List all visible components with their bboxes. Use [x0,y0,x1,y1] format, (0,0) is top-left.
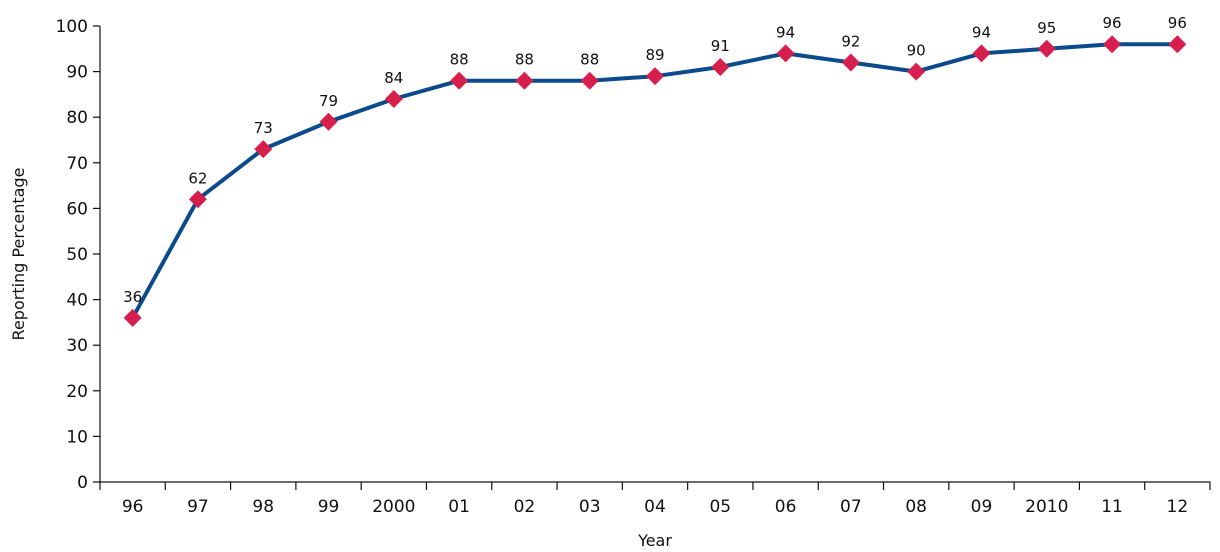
data-point-marker [646,67,664,86]
x-tick-label: 2010 [1025,497,1068,517]
x-tick-label: 97 [187,497,209,517]
x-tick-label: 01 [448,497,470,517]
y-tick-label: 60 [66,199,88,219]
y-tick-label: 90 [66,63,88,83]
data-label: 92 [841,32,860,50]
data-point-marker [776,44,795,63]
data-point-marker [319,112,338,131]
x-tick-label: 09 [971,497,993,517]
y-tick-label: 80 [66,108,88,128]
y-tick-label: 40 [66,291,88,311]
data-point-marker [384,89,403,108]
x-tick-label: 07 [840,497,862,517]
data-label: 94 [972,23,991,41]
x-tick-label: 05 [709,497,731,517]
data-label: 79 [319,92,338,110]
x-tick-label: 08 [905,497,927,517]
data-point-marker [123,308,142,327]
data-label: 88 [450,51,469,69]
data-point-marker [841,53,860,72]
series-line [130,42,1180,320]
data-label: 36 [123,288,142,306]
data-label: 94 [776,23,795,41]
x-axis: 96 97 98 99 2000 01 02 03 04 05 06 07 08 09 2010 11 12 [99,481,1211,517]
data-labels: 36 62 73 79 84 88 88 88 89 91 94 92 90 94 95 96 96 [123,14,1187,306]
data-point-marker [188,190,207,209]
y-tick-label: 70 [66,154,88,174]
series [123,35,1187,327]
x-tick-label: 99 [318,497,340,517]
data-point-marker [1168,35,1187,54]
data-point-marker [580,71,599,90]
data-label: 89 [645,46,664,64]
y-tick-label: 10 [66,427,88,447]
x-tick-label: 11 [1101,497,1123,517]
x-axis-title: Year [637,531,672,550]
x-tick-label: 12 [1167,497,1189,517]
x-tick-label: 98 [252,497,274,517]
data-point-marker [254,140,273,159]
x-tick-label: 03 [579,497,601,517]
x-tick-label: 96 [122,497,144,517]
y-tick-label: 50 [66,245,88,265]
y-tick-label: 100 [56,17,88,37]
x-tick-label: 02 [514,497,536,517]
data-label: 73 [254,119,273,137]
data-point-marker [711,58,730,77]
y-tick-label: 30 [66,336,88,356]
y-axis-title: Reporting Percentage [9,168,28,341]
data-label: 91 [711,37,730,55]
data-label: 96 [1168,14,1187,32]
x-tick-label: 2000 [372,497,415,517]
y-axis: 0 10 20 30 40 50 60 70 80 90 100 [56,17,101,493]
data-label: 88 [515,51,534,69]
data-point-marker [907,62,926,81]
x-tick-label: 04 [644,497,666,517]
data-point-marker [1037,39,1056,58]
data-label: 62 [188,169,207,187]
data-label: 90 [907,42,926,60]
data-label: 95 [1037,19,1056,37]
data-point-marker [1103,35,1122,54]
data-point-marker [450,71,469,90]
data-point-marker [972,44,991,63]
data-point-marker [515,71,534,90]
y-tick-label: 20 [66,382,88,402]
data-label: 96 [1103,14,1122,32]
y-tick-label: 0 [77,473,88,493]
data-label: 84 [384,69,403,87]
data-label: 88 [580,51,599,69]
x-tick-label: 06 [775,497,797,517]
